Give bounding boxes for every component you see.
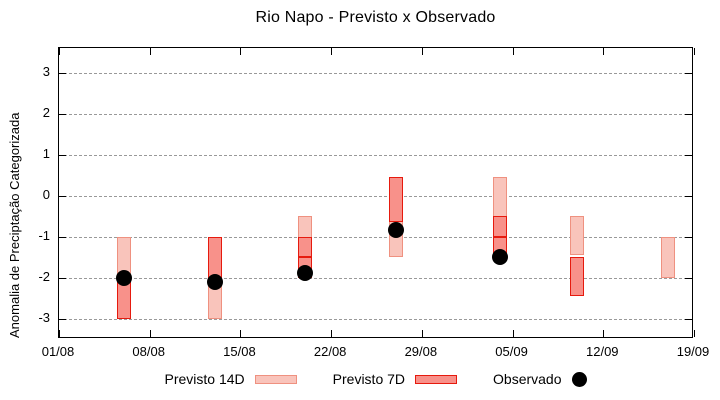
y-tick-mark bbox=[685, 195, 692, 197]
gridline bbox=[59, 195, 692, 197]
forecast-14d-bar bbox=[661, 236, 676, 278]
legend: Previsto 14D Previsto 7D Observado bbox=[58, 371, 693, 387]
x-tick-mark bbox=[331, 48, 333, 55]
observed-dot bbox=[206, 273, 223, 290]
x-tick-mark bbox=[603, 330, 605, 337]
y-tick-mark bbox=[59, 154, 66, 156]
observed-dot bbox=[115, 269, 132, 286]
y-tick-mark bbox=[59, 277, 66, 279]
y-tick-mark bbox=[59, 236, 66, 238]
legend-observed-dot bbox=[571, 371, 587, 387]
plot-area bbox=[58, 47, 695, 338]
y-tick-mark bbox=[685, 113, 692, 115]
y-tick-label: -2 bbox=[38, 268, 50, 284]
gridline bbox=[59, 277, 692, 279]
x-tick-mark bbox=[512, 330, 514, 337]
y-tick-mark bbox=[59, 72, 66, 74]
x-tick-label: 22/08 bbox=[313, 344, 347, 359]
forecast-7d-bar bbox=[570, 257, 585, 296]
x-tick-mark bbox=[603, 48, 605, 55]
y-tick-mark bbox=[685, 277, 692, 279]
gridline bbox=[59, 236, 692, 238]
y-tick-mark bbox=[685, 72, 692, 74]
legend-item-p7: Previsto 7D bbox=[332, 371, 458, 387]
x-tick-mark bbox=[59, 330, 60, 337]
observed-dot bbox=[491, 249, 508, 266]
y-tick-mark bbox=[59, 113, 66, 115]
y-tick-label: 2 bbox=[42, 104, 50, 120]
y-tick-label: -1 bbox=[38, 227, 50, 243]
x-tick-mark bbox=[59, 48, 60, 55]
y-tick-mark bbox=[685, 154, 692, 156]
y-tick-label: 0 bbox=[42, 186, 50, 202]
gridline bbox=[59, 154, 692, 156]
x-tick-label: 19/09 bbox=[676, 344, 710, 359]
legend-swatch-p7 bbox=[415, 374, 458, 384]
legend-swatch-p14 bbox=[254, 374, 297, 384]
legend-label-p7: Previsto 7D bbox=[332, 371, 406, 387]
forecast-14d-bar bbox=[570, 216, 585, 255]
y-tick-label: 1 bbox=[42, 145, 50, 161]
y-tick-mark bbox=[59, 195, 66, 197]
forecast-7d-bar bbox=[298, 236, 313, 258]
observed-dot bbox=[387, 222, 404, 239]
x-tick-mark bbox=[240, 330, 242, 337]
y-tick-mark bbox=[59, 318, 66, 320]
legend-item-p14: Previsto 14D bbox=[165, 371, 297, 387]
gridline bbox=[59, 72, 692, 74]
x-tick-mark bbox=[240, 48, 242, 55]
x-tick-mark bbox=[694, 330, 695, 337]
x-tick-mark bbox=[421, 330, 423, 337]
legend-label-obs: Observado bbox=[493, 371, 562, 387]
x-tick-label: 29/08 bbox=[404, 344, 438, 359]
chart-title: Rio Napo - Previsto x Observado bbox=[255, 9, 496, 26]
forecast-7d-bar bbox=[388, 177, 403, 223]
observed-dot bbox=[297, 265, 314, 282]
x-tick-label: 12/09 bbox=[586, 344, 619, 359]
y-tick-mark bbox=[685, 318, 692, 320]
x-tick-mark bbox=[149, 330, 151, 337]
x-tick-label: 05/09 bbox=[495, 344, 528, 359]
forecast-7d-bar bbox=[492, 216, 507, 237]
legend-label-p14: Previsto 14D bbox=[164, 371, 245, 387]
x-tick-label: 15/08 bbox=[223, 344, 256, 359]
gridline bbox=[59, 113, 692, 115]
x-tick-mark bbox=[694, 48, 695, 55]
x-tick-mark bbox=[512, 48, 514, 55]
x-tick-label: 01/08 bbox=[41, 344, 75, 359]
forecast-7d-bar bbox=[207, 236, 222, 278]
y-tick-label: -3 bbox=[38, 309, 50, 325]
legend-item-obs: Observado bbox=[493, 371, 587, 387]
x-tick-mark bbox=[149, 48, 151, 55]
gridline bbox=[59, 318, 692, 320]
y-tick-mark bbox=[685, 236, 692, 238]
y-tick-label: 3 bbox=[42, 63, 50, 79]
x-tick-mark bbox=[331, 330, 333, 337]
x-tick-mark bbox=[421, 48, 423, 55]
x-tick-label: 08/08 bbox=[132, 344, 165, 359]
